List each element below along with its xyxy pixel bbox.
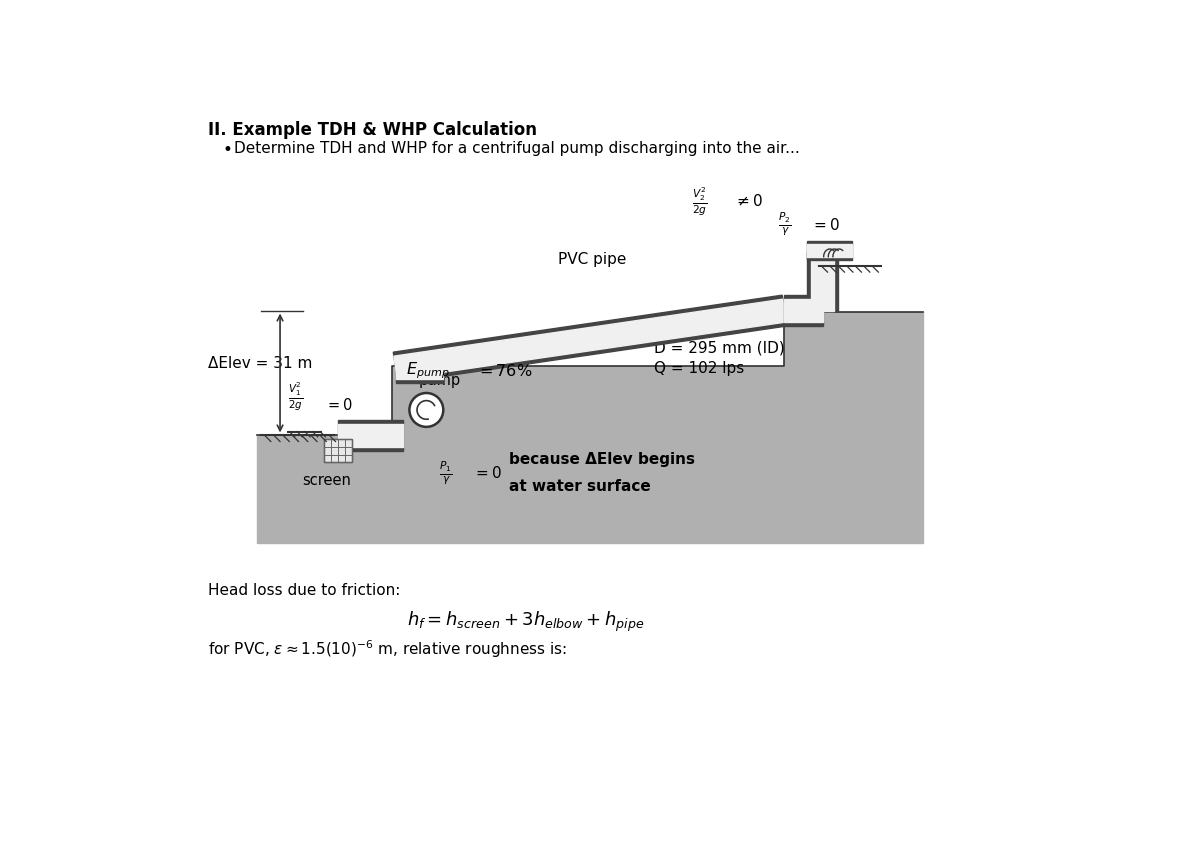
Text: Head loss due to friction:: Head loss due to friction: (209, 582, 401, 597)
Text: at water surface: at water surface (509, 479, 650, 494)
Text: $= 0$: $= 0$ (473, 465, 502, 481)
Text: $E_{pump}$: $E_{pump}$ (406, 360, 449, 381)
Text: $\frac{P_1}{\gamma}$: $\frac{P_1}{\gamma}$ (439, 459, 452, 486)
Text: screen: screen (302, 473, 350, 488)
Polygon shape (338, 425, 403, 447)
Circle shape (409, 393, 443, 427)
Text: PVC pipe: PVC pipe (558, 252, 626, 267)
Text: Q = 102 lps: Q = 102 lps (654, 360, 744, 376)
Text: •: • (222, 141, 232, 160)
Polygon shape (257, 313, 923, 544)
Text: $= 0$: $= 0$ (325, 397, 353, 413)
Polygon shape (338, 420, 403, 452)
Text: $\frac{V_1^2}{2g}$: $\frac{V_1^2}{2g}$ (288, 381, 302, 413)
Polygon shape (396, 353, 443, 384)
Polygon shape (785, 295, 823, 327)
Polygon shape (394, 296, 787, 383)
Polygon shape (394, 300, 786, 380)
Polygon shape (811, 252, 834, 311)
Text: ΔElev = 31 m: ΔElev = 31 m (209, 355, 313, 371)
Polygon shape (808, 252, 839, 311)
Text: because ΔElev begins: because ΔElev begins (509, 452, 695, 467)
Text: for PVC, $\varepsilon \approx 1.5(10)^{-6}$ m, relative roughness is:: for PVC, $\varepsilon \approx 1.5(10)^{-… (209, 637, 568, 659)
Text: pump: pump (419, 372, 461, 387)
Text: $= 76\%$: $= 76\%$ (476, 362, 533, 378)
Text: II. Example TDH & WHP Calculation: II. Example TDH & WHP Calculation (209, 121, 538, 138)
Polygon shape (396, 357, 443, 380)
Text: $h_f = h_{screen} + 3h_{elbow} + h_{pipe}$: $h_f = h_{screen} + 3h_{elbow} + h_{pipe… (407, 609, 644, 633)
Text: L = 1530 m: L = 1530 m (654, 321, 743, 335)
Text: $\neq 0$: $\neq 0$ (734, 193, 763, 209)
Text: D = 295 mm (ID): D = 295 mm (ID) (654, 340, 785, 355)
Polygon shape (785, 300, 823, 322)
Text: Determine TDH and WHP for a centrifugal pump discharging into the air...: Determine TDH and WHP for a centrifugal … (234, 141, 799, 156)
Text: $= 0$: $= 0$ (811, 216, 841, 232)
Polygon shape (806, 244, 852, 258)
Polygon shape (806, 242, 852, 261)
Text: $\frac{P_2}{\gamma}$: $\frac{P_2}{\gamma}$ (778, 211, 791, 238)
FancyBboxPatch shape (324, 440, 352, 463)
Text: $\frac{V_2^2}{2g}$: $\frac{V_2^2}{2g}$ (692, 185, 708, 218)
